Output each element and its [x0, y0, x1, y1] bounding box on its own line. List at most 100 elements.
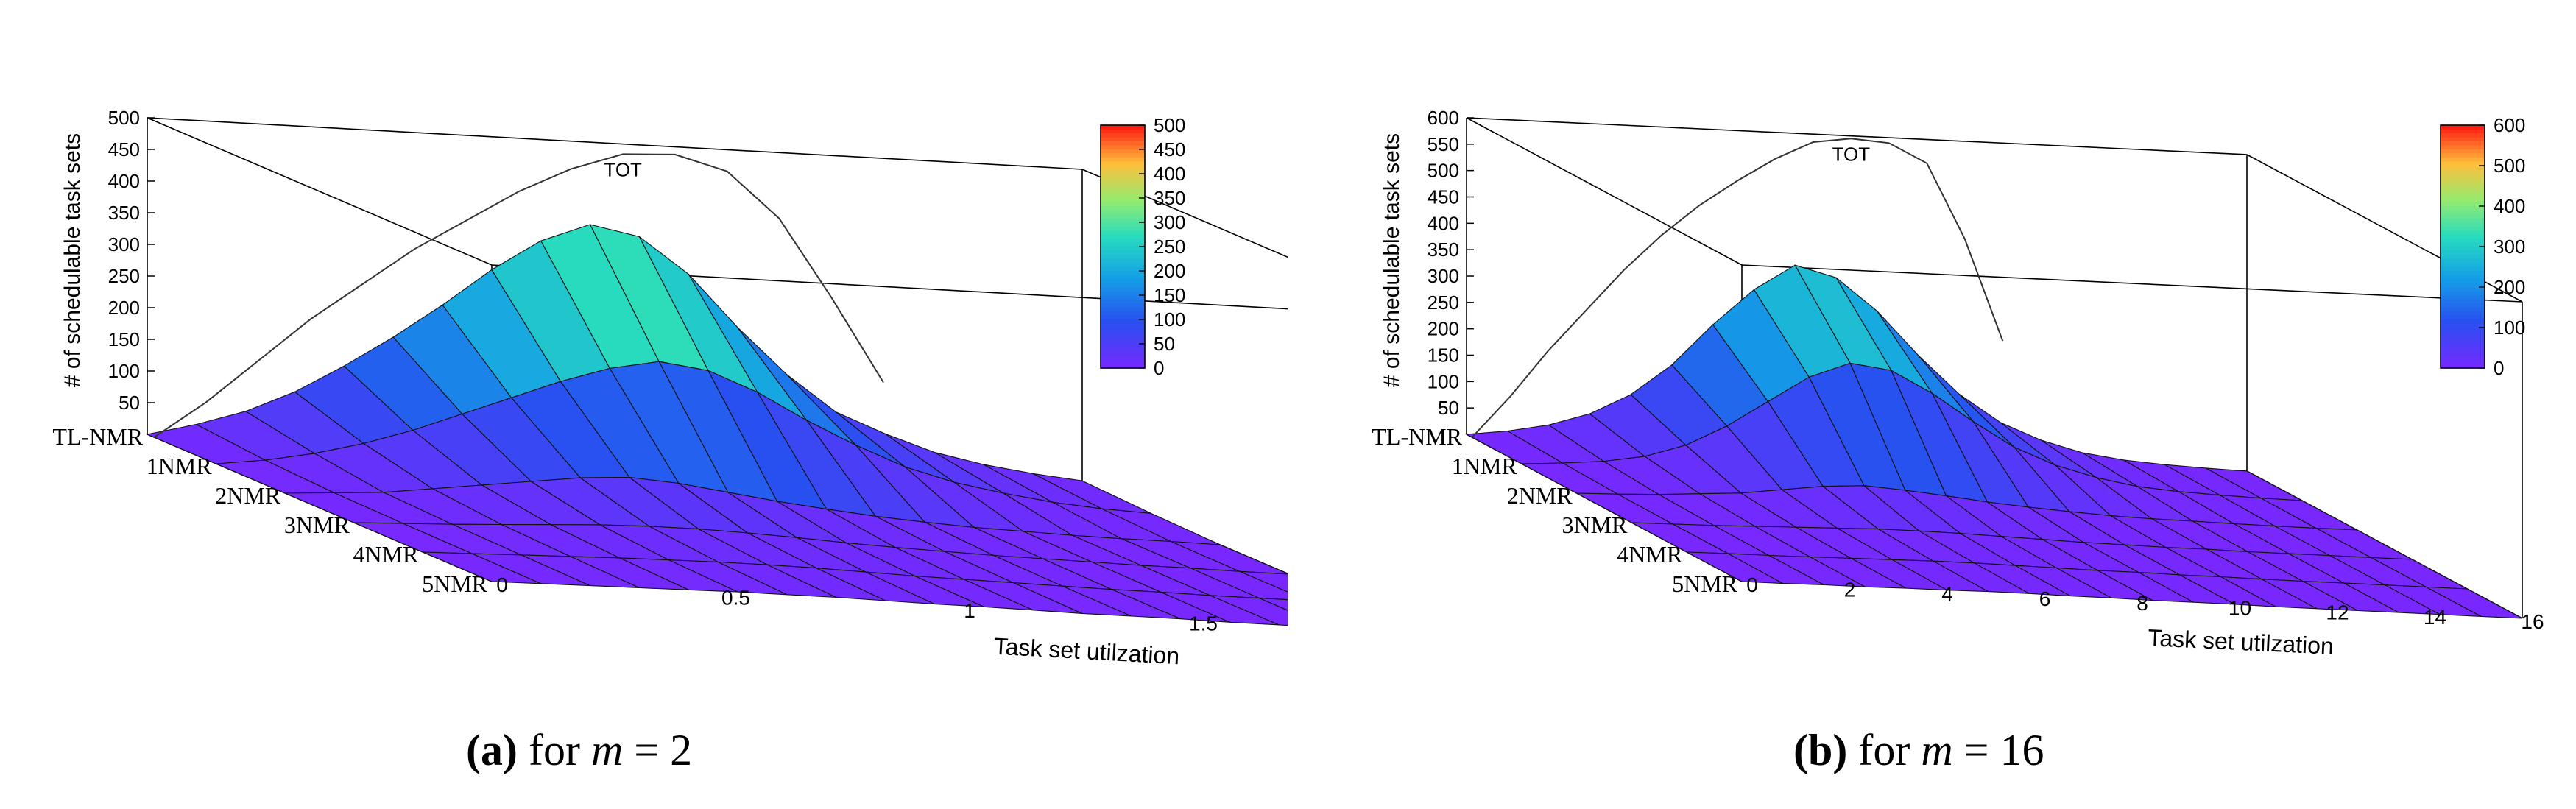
chart-panel-b: TOT 50 100 150 200 250 300 350 400 450 500 550 600 # … — [1288, 0, 2576, 809]
chart-a-y-category: 2NMR — [215, 482, 281, 509]
chart-a-colorbar-band — [1101, 352, 1145, 357]
chart-a-colorbar-band — [1101, 169, 1145, 174]
chart-a-y-category: 1NMR — [147, 453, 213, 479]
chart-a-colorbar-band — [1101, 214, 1145, 219]
chart-a-z-ticks: 50 100 150 200 250 300 350 400 450 500 — [108, 107, 155, 414]
chart-b-colorbar-band — [2441, 360, 2485, 365]
chart-a-y-category: 3NMR — [284, 512, 350, 538]
chart-b-z-label: # of schedulable task sets — [1380, 133, 1404, 387]
caption-a-var: m — [590, 726, 624, 774]
chart-b-x-tick: 10 — [2229, 596, 2251, 619]
chart-b-z-tick: 200 — [1428, 318, 1459, 340]
chart-b-colorbar-band — [2441, 303, 2485, 308]
chart-b-colorbar-band — [2441, 283, 2485, 288]
chart-b-colorbar-band — [2441, 230, 2485, 236]
chart-b-tot-line — [1471, 138, 2004, 438]
chart-b-colorbar-tick: 300 — [2494, 236, 2525, 258]
chart-b-colorbar-band — [2441, 177, 2485, 183]
chart-b-colorbar-band — [2441, 129, 2485, 134]
chart-a-colorbar-band — [1101, 250, 1145, 255]
chart-b-colorbar-band — [2441, 356, 2485, 361]
chart-b-z-tick: 400 — [1428, 212, 1459, 234]
chart-b-colorbar-band — [2441, 202, 2485, 207]
chart-b-colorbar-band — [2441, 206, 2485, 211]
caption-b-eq: = 16 — [1963, 726, 2044, 774]
chart-a-colorbar-band — [1101, 279, 1145, 284]
chart-b-y-category: 1NMR — [1452, 453, 1518, 479]
chart-a-colorbar-band — [1101, 336, 1145, 341]
chart-a-colorbar-band — [1101, 255, 1145, 260]
chart-b-colorbar-band — [2441, 255, 2485, 260]
chart-a-colorbar-band — [1101, 222, 1145, 227]
chart-b-z-tick: 300 — [1428, 265, 1459, 287]
chart-a-colorbar-band — [1101, 239, 1145, 244]
chart-a-colorbar-band — [1101, 141, 1145, 146]
chart-b-colorbar-band — [2441, 299, 2485, 304]
chart-b-y-category: TL-NMR — [1372, 423, 1462, 450]
chart-b-colorbar-band — [2441, 125, 2485, 130]
chart-b-z-tick: 250 — [1428, 292, 1459, 314]
chart-a-colorbar-band — [1101, 339, 1145, 345]
chart-a-colorbar-tick: 0 — [1154, 357, 1164, 379]
chart-b-colorbar-band — [2441, 145, 2485, 150]
chart-a-colorbar-band — [1101, 356, 1145, 361]
chart-b-colorbar-band — [2441, 239, 2485, 244]
chart-b-colorbar-band — [2441, 344, 2485, 349]
chart-b-colorbar-band — [2441, 250, 2485, 255]
chart-a-colorbar-band — [1101, 328, 1145, 333]
chart-a-colorbar-band — [1101, 287, 1145, 292]
chart-b-z-ticks: 50 100 150 200 250 300 350 400 450 500 550 600 — [1428, 107, 1474, 419]
chart-a-x-tick: 0.5 — [721, 587, 750, 610]
chart-a-colorbar-band — [1101, 158, 1145, 163]
chart-b-z-tick: 150 — [1428, 345, 1459, 367]
chart-a-x-ticks: 00.511.52 — [496, 573, 1218, 635]
chart-a-x-tick: 1 — [964, 599, 975, 622]
chart-b-x-tick: 0 — [1746, 573, 1758, 596]
chart-a-colorbar-band — [1101, 190, 1145, 195]
chart-a-z-tick: 350 — [108, 202, 140, 224]
chart-b-colorbar-band — [2441, 194, 2485, 199]
chart-b-colorbar-band — [2441, 328, 2485, 333]
chart-a-colorbar-band — [1101, 133, 1145, 138]
chart-a-colorbar-tick: 250 — [1154, 236, 1185, 258]
chart-a-surface-cell — [1210, 595, 1288, 626]
chart-b-colorbar-band — [2441, 319, 2485, 325]
chart-b-colorbar-band — [2441, 339, 2485, 345]
chart-b-colorbar-band — [2441, 226, 2485, 231]
chart-a-colorbar-tick: 50 — [1154, 333, 1175, 355]
chart-a-surface-cell — [1171, 540, 1288, 575]
chart-a-colorbar-tick: 400 — [1154, 163, 1185, 185]
chart-a-tot-label: TOT — [604, 158, 642, 180]
chart-a-colorbar-band — [1101, 177, 1145, 183]
chart-b-colorbar-band — [2441, 214, 2485, 219]
chart-b-colorbar-tick: 500 — [2494, 155, 2525, 177]
chart-a-colorbar-band — [1101, 271, 1145, 276]
chart-a-surface-cell — [1259, 598, 1288, 611]
chart-b-colorbar-band — [2441, 149, 2485, 155]
chart-b-colorbar-tick: 600 — [2494, 114, 2525, 136]
chart-a-colorbar-band — [1101, 295, 1145, 300]
chart-a-colorbar-band — [1101, 234, 1145, 239]
chart-b-tot-label: TOT — [1832, 143, 1871, 165]
chart-a-colorbar-band — [1101, 129, 1145, 134]
chart-a-x-tick: 1.5 — [1189, 612, 1218, 635]
chart-b-colorbar-band — [2441, 364, 2485, 369]
chart-a-colorbar-band — [1101, 247, 1145, 252]
chart-b-colorbar-band — [2441, 331, 2485, 336]
chart-a-colorbar-tick: 200 — [1154, 260, 1185, 282]
chart-b-colorbar-band — [2441, 279, 2485, 284]
chart-b-colorbar-band — [2441, 198, 2485, 203]
chart-b-colorbar-band — [2441, 169, 2485, 174]
chart-a-colorbar-band — [1101, 161, 1145, 166]
chart-a-colorbar-band — [1101, 242, 1145, 247]
chart-a-z-tick: 400 — [108, 170, 140, 192]
chart-b-colorbar-band — [2441, 133, 2485, 138]
chart-a-colorbar-band — [1101, 182, 1145, 187]
chart-a-z-tick: 50 — [119, 392, 140, 414]
chart-b-x-tick: 8 — [2136, 592, 2148, 615]
chart-b-colorbar-band — [2441, 336, 2485, 341]
chart-b-z-tick: 100 — [1428, 370, 1459, 392]
chart-a-colorbar-band — [1101, 323, 1145, 328]
chart-b-surface-cell — [2426, 586, 2523, 619]
caption-b-label: (b) — [1793, 726, 1848, 774]
